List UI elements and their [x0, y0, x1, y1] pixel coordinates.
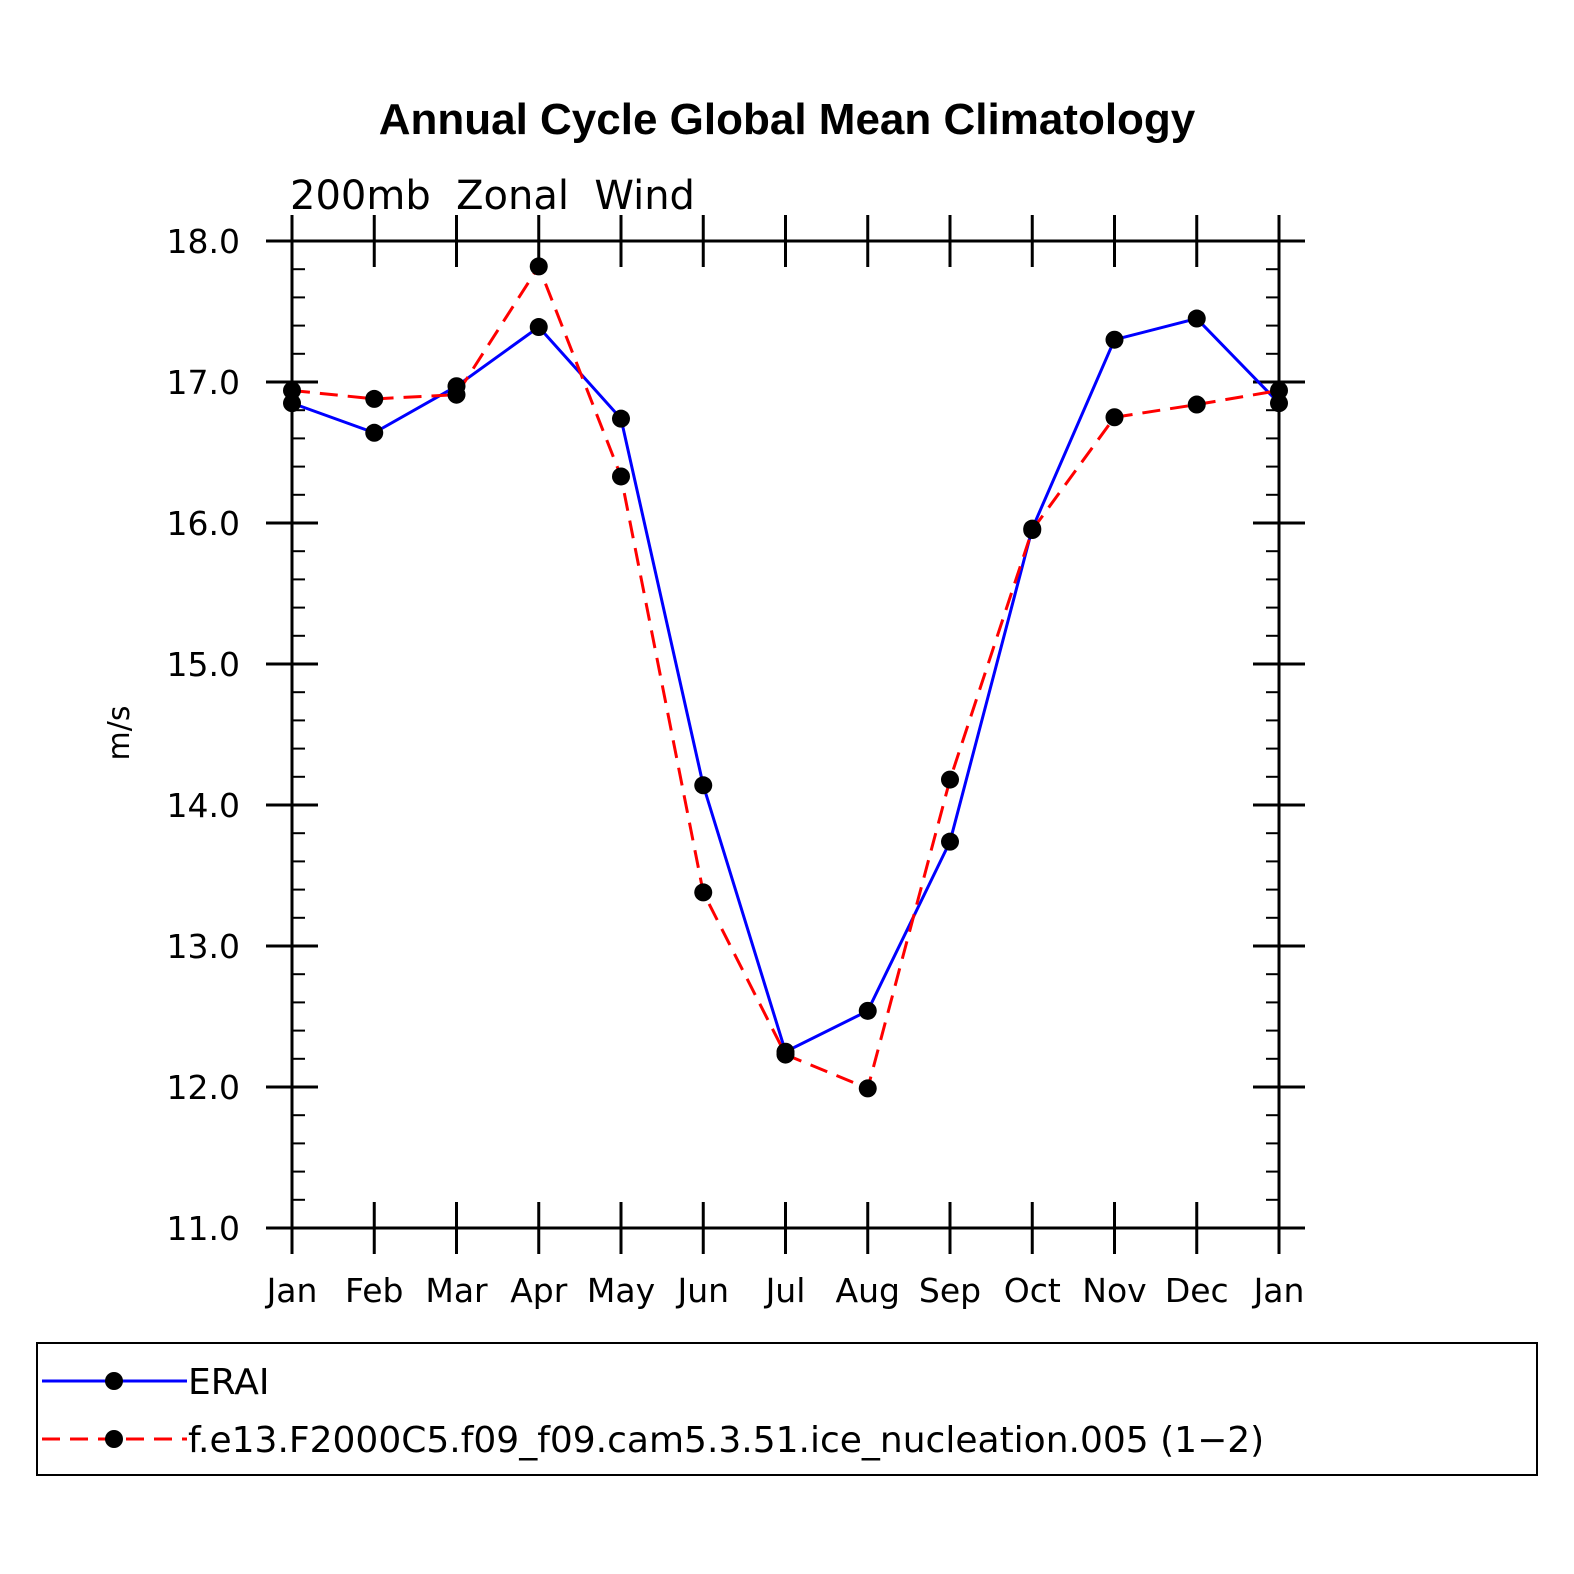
x-tick-label: Mar [425, 1271, 488, 1310]
y-tick-label: 16.0 [167, 504, 240, 543]
x-tick-labels: Jan Feb Mar Apr May Jun Jul Aug Sep Oct Nov Dec Jan [265, 1271, 1305, 1310]
x-tick-label: Jan [1252, 1271, 1305, 1310]
data-point-series-1 [447, 385, 466, 404]
data-point-series-1 [1105, 408, 1124, 427]
axis-ticks [266, 215, 1305, 1254]
chart-title: Annual Cycle Global Mean Climatology [379, 95, 1196, 144]
data-point-series-1 [1023, 521, 1042, 540]
data-point-series-1 [1270, 381, 1288, 400]
data-point-series-0 [694, 776, 713, 795]
x-tick-label: Dec [1165, 1271, 1229, 1310]
legend-label-model: f.e13.F2000C5.f09_f09.cam5.3.51.ice_nucl… [188, 1420, 1264, 1461]
data-point-series-0 [1187, 309, 1206, 328]
y-tick-label: 15.0 [167, 645, 240, 684]
data-point-series-1 [283, 381, 301, 400]
x-tick-label: Apr [510, 1271, 568, 1310]
legend-marker-model [105, 1430, 123, 1448]
plot-frame [290, 239, 1281, 1230]
data-point-series-1 [858, 1079, 877, 1098]
data-point-series-1 [612, 467, 630, 486]
x-tick-label: Nov [1082, 1271, 1146, 1310]
legend-marker-erai [105, 1372, 123, 1390]
data-point-series-0 [283, 394, 301, 413]
y-tick-label: 14.0 [167, 786, 240, 825]
y-tick-label: 13.0 [167, 927, 240, 966]
legend: ERAI f.e13.F2000C5.f09_f09.cam5.3.51.ice… [36, 1342, 1538, 1476]
series-line-0 [291, 316, 1281, 1054]
x-tick-label: Aug [836, 1271, 900, 1310]
x-tick-label: Oct [1004, 1271, 1061, 1310]
x-tick-label: Jul [764, 1271, 806, 1310]
series-line-1 [291, 263, 1280, 1091]
data-point-series-0 [1105, 330, 1124, 349]
data-point-series-0 [612, 409, 630, 428]
series-layer [283, 257, 1288, 1098]
x-tick-label: Jan [265, 1271, 318, 1310]
data-point-series-0 [365, 423, 384, 442]
x-tick-label: Sep [919, 1271, 981, 1310]
data-point-series-1 [694, 883, 713, 902]
data-point-series-0 [1270, 394, 1288, 413]
y-tick-label: 17.0 [167, 363, 240, 402]
y-axis-label: m/s [102, 706, 137, 761]
legend-label-erai: ERAI [188, 1362, 270, 1403]
data-point-series-0 [529, 318, 548, 337]
data-point-series-0 [858, 1001, 877, 1020]
legend-box [36, 1342, 1538, 1476]
y-tick-label: 11.0 [167, 1209, 240, 1248]
data-point-series-1 [941, 770, 959, 789]
y-tick-label: 18.0 [167, 222, 240, 261]
x-tick-label: Jun [675, 1271, 729, 1310]
data-point-series-1 [365, 389, 384, 408]
y-tick-labels: 11.0 12.0 13.0 14.0 15.0 16.0 17.0 18.0 [167, 222, 240, 1248]
data-point-series-1 [529, 257, 548, 276]
data-point-series-0 [941, 832, 959, 851]
x-tick-label: May [587, 1271, 655, 1310]
data-point-series-1 [1187, 395, 1206, 414]
chart-subtitle: 200mb Zonal Wind [290, 173, 695, 219]
data-point-series-1 [776, 1045, 795, 1064]
y-tick-label: 12.0 [167, 1068, 240, 1107]
x-tick-label: Feb [345, 1271, 403, 1310]
